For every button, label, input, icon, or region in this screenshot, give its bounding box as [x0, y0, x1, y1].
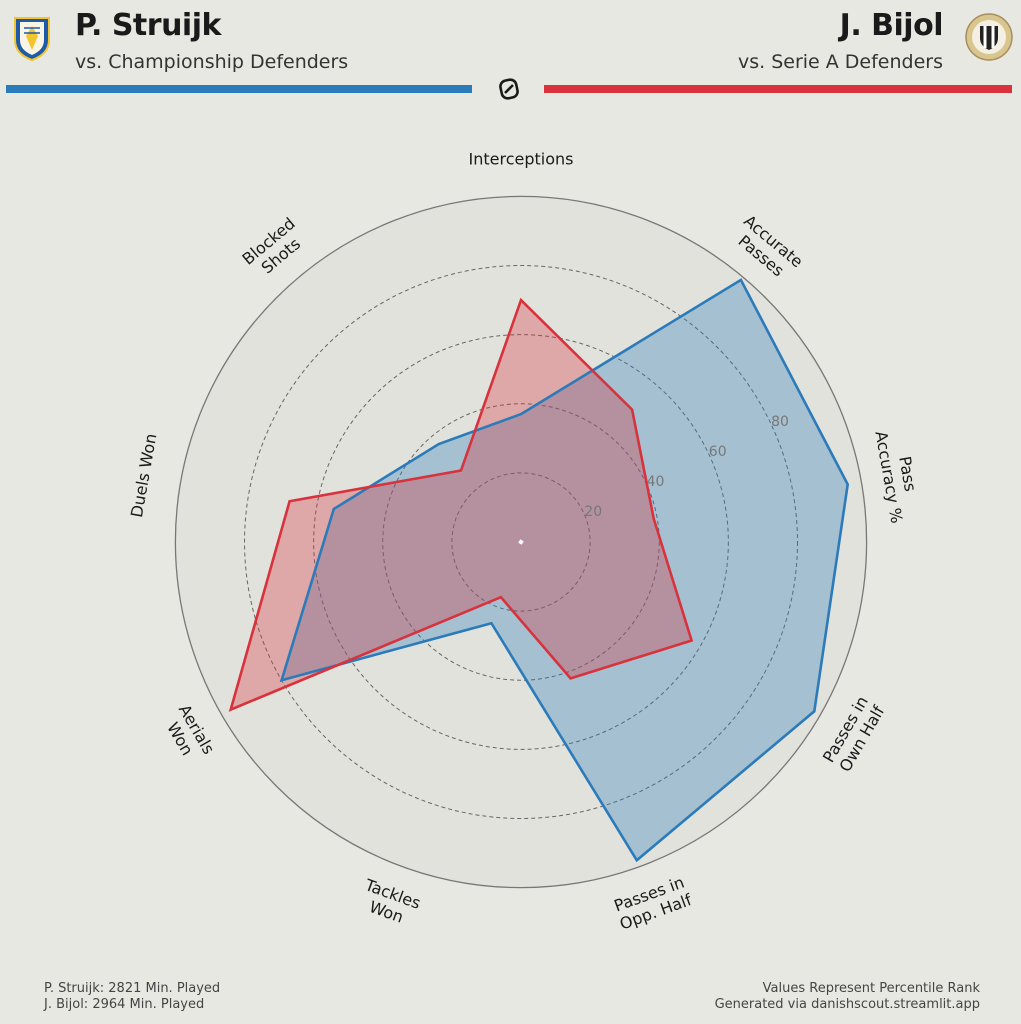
series-line-j-bijol	[228, 297, 694, 712]
axis-label-text-7-0: Duels Won	[127, 432, 160, 519]
minutes-played-note: P. Struijk: 2821 Min. Played J. Bijol: 2…	[44, 981, 220, 1013]
ring-label-20: 20	[584, 504, 602, 520]
generated-note: Generated via danishscout.streamlit.app	[714, 997, 980, 1012]
ring-label-60: 60	[709, 444, 727, 460]
series-line-p-struijk	[279, 278, 850, 863]
player-right-minutes: J. Bijol: 2964 Min. Played	[44, 997, 205, 1012]
player-right-comparison: vs. Serie A Defenders	[737, 51, 943, 73]
radar-ring-40	[382, 403, 660, 681]
player-right-name: J. Bijol	[839, 8, 944, 43]
danishscout-logo-icon	[499, 78, 519, 100]
axis-label-0: Interceptions	[469, 149, 574, 168]
player-left-comparison: vs. Championship Defenders	[75, 51, 349, 73]
ring-label-80: 80	[771, 414, 789, 430]
series-area-j-bijol	[230, 300, 692, 710]
axis-label-7: Duels Won	[127, 432, 160, 519]
player-left-color-bar	[6, 85, 472, 93]
udinese-crest-icon	[965, 13, 1013, 61]
radar-ring-80	[244, 265, 798, 819]
chart-source-note: Values Represent Percentile Rank Generat…	[715, 981, 980, 1013]
radar-chart: 20406080InterceptionsAccuratePassesPassA…	[127, 149, 920, 934]
player-right-color-bar	[544, 85, 1012, 93]
radar-outer-ring	[174, 195, 868, 889]
values-note: Values Represent Percentile Rank	[762, 981, 980, 996]
axis-label-text-0-0: Interceptions	[469, 149, 574, 168]
radar-ring-20	[451, 472, 591, 612]
ring-label-40: 40	[647, 474, 665, 490]
leeds-united-crest-icon	[14, 17, 50, 62]
radar-center-marker	[518, 539, 524, 545]
player-left-minutes: P. Struijk: 2821 Min. Played	[44, 981, 221, 996]
radar-ring-60	[313, 334, 729, 750]
series-area-p-struijk	[281, 279, 848, 861]
player-left-name: P. Struijk	[75, 8, 221, 43]
